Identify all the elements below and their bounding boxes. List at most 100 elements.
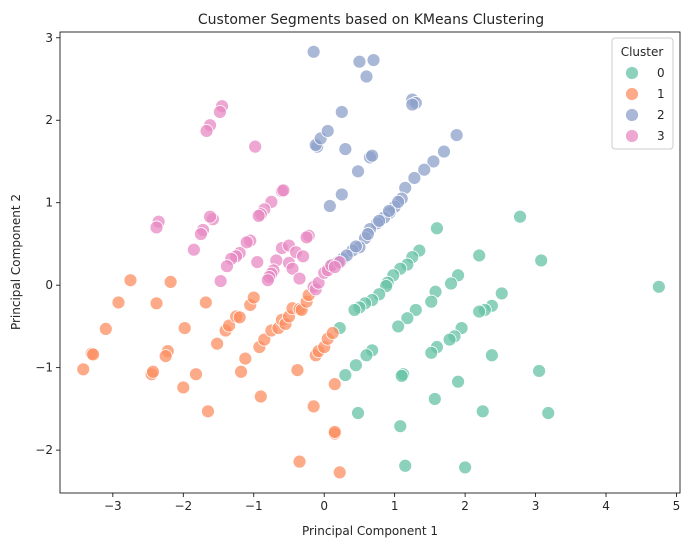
x-tick-label: 5 (673, 499, 681, 513)
data-point-cluster-0 (424, 345, 439, 360)
data-point-cluster-0 (398, 458, 413, 473)
data-point-cluster-0 (651, 279, 666, 294)
data-point-cluster-0 (338, 368, 353, 382)
data-point-cluster-1 (123, 273, 138, 288)
data-point-cluster-1 (158, 349, 173, 364)
data-point-cluster-2 (349, 239, 363, 254)
data-point-cluster-1 (327, 377, 342, 392)
x-tick-label: −2 (174, 499, 192, 513)
x-tick-label: 1 (391, 499, 399, 513)
data-point-cluster-0 (400, 311, 415, 326)
data-point-cluster-1 (146, 364, 160, 379)
data-point-cluster-0 (349, 358, 363, 373)
data-point-cluster-2 (405, 97, 420, 112)
data-point-cluster-0 (408, 303, 423, 317)
data-point-cluster-0 (394, 368, 409, 383)
data-point-cluster-0 (424, 294, 439, 309)
data-point-cluster-0 (472, 304, 487, 319)
legend-label-3: 3 (657, 129, 665, 143)
data-point-cluster-1 (332, 465, 347, 480)
legend-marker-1 (625, 87, 639, 101)
legend-marker-0 (625, 66, 639, 80)
data-point-cluster-0 (472, 248, 487, 263)
data-point-cluster-0 (513, 209, 527, 224)
data-point-cluster-2 (334, 187, 349, 202)
data-point-cluster-1 (246, 290, 261, 305)
data-point-cluster-2 (417, 162, 432, 177)
data-point-cluster-1 (198, 295, 213, 310)
x-tick-label: 4 (602, 499, 610, 513)
data-point-cluster-2 (334, 105, 349, 119)
data-point-cluster-0 (430, 221, 444, 236)
data-point-cluster-0 (442, 332, 457, 347)
data-point-cluster-1 (111, 295, 126, 310)
data-point-cluster-3 (213, 274, 228, 288)
data-point-cluster-2 (372, 213, 387, 228)
data-point-cluster-2 (352, 54, 367, 69)
data-point-cluster-2 (382, 204, 396, 218)
data-point-cluster-1 (189, 367, 203, 382)
data-point-cluster-1 (306, 399, 321, 414)
data-points (76, 44, 666, 480)
data-point-cluster-3 (327, 260, 342, 274)
data-point-cluster-2 (306, 44, 321, 59)
legend-marker-2 (625, 108, 639, 122)
y-tick-label: 1 (45, 196, 53, 210)
data-point-cluster-1 (98, 321, 113, 336)
data-point-cluster-0 (347, 303, 362, 317)
data-point-cluster-0 (427, 392, 442, 406)
legend-label-0: 0 (657, 66, 665, 80)
data-point-cluster-0 (359, 348, 374, 363)
data-point-cluster-0 (475, 404, 490, 419)
x-tick-label: −3 (104, 499, 122, 513)
data-point-cluster-0 (393, 419, 408, 434)
data-point-cluster-2 (407, 171, 422, 185)
data-point-cluster-3 (285, 261, 300, 276)
data-point-cluster-3 (186, 242, 201, 257)
x-axis-label: Principal Component 1 (302, 524, 438, 538)
data-point-cluster-2 (351, 164, 365, 179)
chart-title: Customer Segments based on KMeans Cluste… (198, 12, 544, 28)
data-point-cluster-0 (451, 374, 465, 389)
data-point-cluster-2 (437, 144, 451, 159)
data-point-cluster-1 (253, 389, 268, 404)
data-point-cluster-3 (239, 235, 254, 250)
data-point-cluster-1 (222, 318, 236, 333)
data-point-cluster-3 (260, 273, 275, 288)
y-tick-label: 2 (45, 113, 53, 127)
data-point-cluster-2 (366, 53, 381, 67)
data-point-cluster-2 (426, 154, 441, 169)
data-point-cluster-3 (250, 255, 265, 269)
data-point-cluster-1 (163, 274, 178, 289)
data-point-cluster-2 (365, 148, 380, 163)
data-point-cluster-0 (541, 406, 556, 420)
data-point-cluster-2 (449, 128, 464, 142)
y-tick-label: −2 (35, 443, 53, 457)
data-point-cluster-2 (391, 194, 406, 209)
x-tick-label: 3 (532, 499, 540, 513)
data-point-cluster-3 (276, 183, 291, 198)
data-point-cluster-1 (290, 363, 305, 378)
data-point-cluster-1 (238, 351, 253, 366)
data-point-cluster-3 (194, 227, 208, 241)
data-point-cluster-1 (86, 347, 101, 362)
y-axis-label: Principal Component 2 (9, 194, 23, 330)
data-point-cluster-0 (534, 253, 549, 268)
y-tick-label: −1 (35, 361, 53, 375)
data-point-cluster-3 (220, 259, 234, 274)
data-point-cluster-0 (351, 406, 365, 420)
data-point-cluster-3 (299, 230, 314, 245)
data-point-cluster-1 (176, 380, 191, 395)
data-point-cluster-1 (325, 326, 340, 340)
data-point-cluster-2 (320, 124, 335, 138)
data-point-cluster-1 (210, 336, 225, 351)
data-point-cluster-3 (296, 249, 310, 264)
data-point-cluster-1 (232, 310, 247, 325)
data-point-cluster-0 (391, 319, 406, 334)
data-point-cluster-0 (494, 286, 509, 301)
data-point-cluster-1 (292, 454, 307, 469)
data-point-cluster-2 (338, 142, 353, 157)
y-tick-label: 3 (45, 31, 53, 45)
data-point-cluster-3 (149, 220, 164, 235)
data-point-cluster-1 (327, 425, 342, 439)
